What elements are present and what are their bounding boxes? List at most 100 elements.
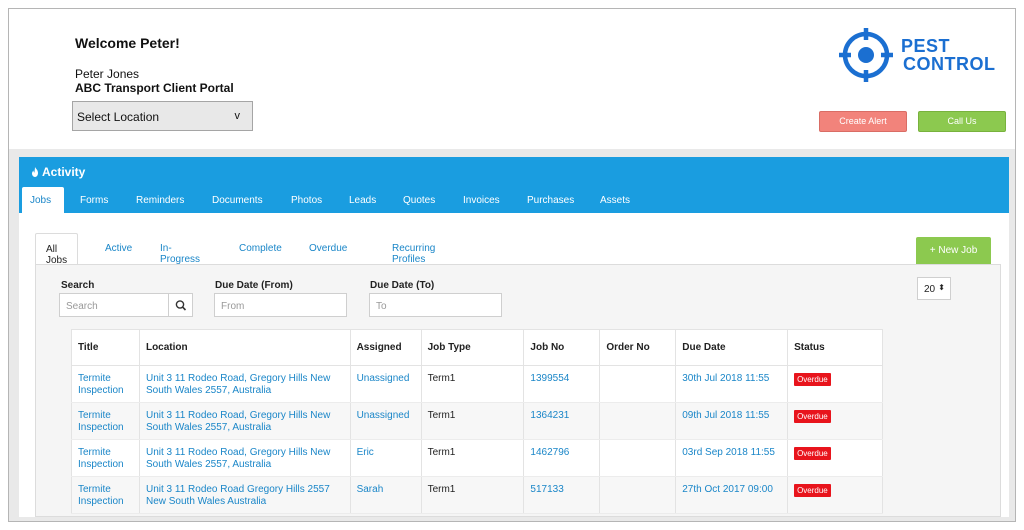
- welcome-heading: Welcome Peter!: [75, 35, 180, 51]
- tab-jobs[interactable]: Jobs: [22, 187, 64, 213]
- chevron-down-icon: v: [234, 110, 241, 122]
- tab-assets[interactable]: Assets: [600, 195, 631, 206]
- new-job-button[interactable]: + New Job: [916, 237, 991, 264]
- select-arrows-icon: ⬍: [938, 283, 945, 292]
- logo-text: PEST CONTROL: [901, 37, 996, 73]
- job-number-link[interactable]: 1462796: [523, 439, 601, 477]
- location-line: Unit 3 11 Rodeo Road Gregory Hills 2557: [145, 484, 330, 495]
- column-header-assigned[interactable]: Assigned: [349, 329, 422, 366]
- tab-active[interactable]: Active: [105, 243, 133, 254]
- status-cell: Overdue: [787, 365, 883, 403]
- title-line: Inspection: [78, 422, 124, 433]
- table-row[interactable]: Termite Inspection Unit 3 11 Rodeo Road, …: [71, 402, 883, 440]
- tab-complete[interactable]: Complete: [239, 243, 282, 254]
- page-size-select[interactable]: 20 ⬍: [917, 277, 951, 300]
- job-type: Term1: [420, 476, 525, 514]
- job-number-link[interactable]: 1364231: [523, 402, 601, 440]
- tab-photos[interactable]: Photos: [291, 195, 323, 206]
- company-logo: PEST CONTROL: [839, 26, 1009, 84]
- search-icon: [175, 300, 187, 311]
- column-header-job-type[interactable]: Job Type: [420, 329, 525, 366]
- status-cell: Overdue: [787, 402, 883, 440]
- location-line: Unit 3 11 Rodeo Road, Gregory Hills New: [145, 447, 331, 458]
- tab-quotes[interactable]: Quotes: [403, 195, 436, 206]
- status-badge: Overdue: [794, 410, 831, 423]
- title-line: Inspection: [78, 385, 124, 396]
- table-row[interactable]: Termite Inspection Unit 3 11 Rodeo Road, …: [71, 439, 883, 477]
- search-input[interactable]: Search: [59, 293, 169, 317]
- due-date-link[interactable]: 27th Oct 2017 09:00: [675, 476, 789, 514]
- job-assigned-link[interactable]: Sarah: [349, 476, 422, 514]
- due-date-link[interactable]: 30th Jul 2018 11:55: [675, 365, 789, 403]
- column-header-location[interactable]: Location: [138, 329, 351, 366]
- tab-documents[interactable]: Documents: [212, 195, 263, 206]
- title-line: Termite: [78, 373, 111, 384]
- job-assigned-link[interactable]: Unassigned: [349, 402, 422, 440]
- table-row[interactable]: Termite Inspection Unit 3 11 Rodeo Road, …: [71, 365, 883, 403]
- location-line: South Wales 2557, Australia: [145, 422, 272, 433]
- app-window: Welcome Peter! Peter Jones ABC Transport…: [8, 8, 1016, 522]
- job-title-link[interactable]: Termite Inspection: [71, 439, 140, 477]
- due-date-link[interactable]: 03rd Sep 2018 11:55: [675, 439, 789, 477]
- logo-line-1: PEST: [901, 36, 951, 56]
- column-header-due-date[interactable]: Due Date: [675, 329, 789, 366]
- tab-leads[interactable]: Leads: [349, 195, 377, 206]
- activity-header: Activity Jobs Forms Reminders Documents …: [19, 157, 1009, 213]
- tabs-divider: [35, 264, 1001, 265]
- activity-panel: Activity Jobs Forms Reminders Documents …: [19, 157, 1009, 517]
- activity-title: Activity: [31, 165, 85, 179]
- tab-all-jobs[interactable]: All Jobs: [35, 233, 79, 266]
- call-us-button[interactable]: Call Us: [918, 111, 1006, 132]
- page-size-value: 20: [924, 284, 936, 295]
- column-header-order-no[interactable]: Order No: [599, 329, 677, 366]
- order-number: [599, 476, 677, 514]
- tab-forms[interactable]: Forms: [80, 195, 109, 206]
- tab-in-progress[interactable]: In-Progress: [160, 243, 201, 265]
- due-to-label: Due Date (To): [370, 280, 435, 291]
- location-line: New South Wales Australia: [145, 496, 267, 507]
- due-date-link[interactable]: 09th Jul 2018 11:55: [675, 402, 789, 440]
- tab-invoices[interactable]: Invoices: [463, 195, 500, 206]
- job-location-link[interactable]: Unit 3 11 Rodeo Road Gregory Hills 2557 N…: [138, 476, 351, 514]
- tab-reminders[interactable]: Reminders: [136, 195, 185, 206]
- title-line: Inspection: [78, 496, 124, 507]
- job-title-link[interactable]: Termite Inspection: [71, 365, 140, 403]
- job-number-link[interactable]: 517133: [523, 476, 601, 514]
- job-location-link[interactable]: Unit 3 11 Rodeo Road, Gregory Hills New S…: [138, 402, 351, 440]
- job-type: Term1: [420, 439, 525, 477]
- due-from-label: Due Date (From): [215, 280, 293, 291]
- job-location-link[interactable]: Unit 3 11 Rodeo Road, Gregory Hills New S…: [138, 439, 351, 477]
- flame-icon: [32, 167, 38, 177]
- job-assigned-link[interactable]: Unassigned: [349, 365, 422, 403]
- user-name: Peter Jones: [75, 67, 140, 81]
- location-line: South Wales 2557, Australia: [145, 459, 272, 470]
- job-type: Term1: [420, 365, 525, 403]
- status-cell: Overdue: [787, 439, 883, 477]
- title-line: Termite: [78, 484, 111, 495]
- tab-recurring-profiles[interactable]: Recurring Profiles: [392, 243, 436, 265]
- job-number-link[interactable]: 1399554: [523, 365, 601, 403]
- job-title-link[interactable]: Termite Inspection: [71, 402, 140, 440]
- activity-title-text: Activity: [42, 165, 86, 179]
- due-from-input[interactable]: From: [214, 293, 347, 317]
- location-select[interactable]: Select Location v: [72, 101, 253, 131]
- status-badge: Overdue: [794, 373, 831, 386]
- due-to-input[interactable]: To: [369, 293, 502, 317]
- job-location-link[interactable]: Unit 3 11 Rodeo Road, Gregory Hills New S…: [138, 365, 351, 403]
- job-assigned-link[interactable]: Eric: [349, 439, 422, 477]
- tab-overdue[interactable]: Overdue: [309, 243, 348, 254]
- jobs-table: Title Location Assigned Job Type Job No …: [71, 329, 883, 514]
- job-title-link[interactable]: Termite Inspection: [71, 476, 140, 514]
- column-header-job-no[interactable]: Job No: [523, 329, 601, 366]
- column-header-status[interactable]: Status: [787, 329, 883, 366]
- status-cell: Overdue: [787, 476, 883, 514]
- search-button[interactable]: [169, 293, 193, 317]
- create-alert-button[interactable]: Create Alert: [819, 111, 907, 132]
- column-header-title[interactable]: Title: [71, 329, 140, 366]
- title-line: Termite: [78, 410, 111, 421]
- tab-purchases[interactable]: Purchases: [527, 195, 575, 206]
- order-number: [599, 439, 677, 477]
- location-line: Unit 3 11 Rodeo Road, Gregory Hills New: [145, 373, 331, 384]
- table-row[interactable]: Termite Inspection Unit 3 11 Rodeo Road G…: [71, 476, 883, 514]
- crosshair-icon: [839, 28, 893, 82]
